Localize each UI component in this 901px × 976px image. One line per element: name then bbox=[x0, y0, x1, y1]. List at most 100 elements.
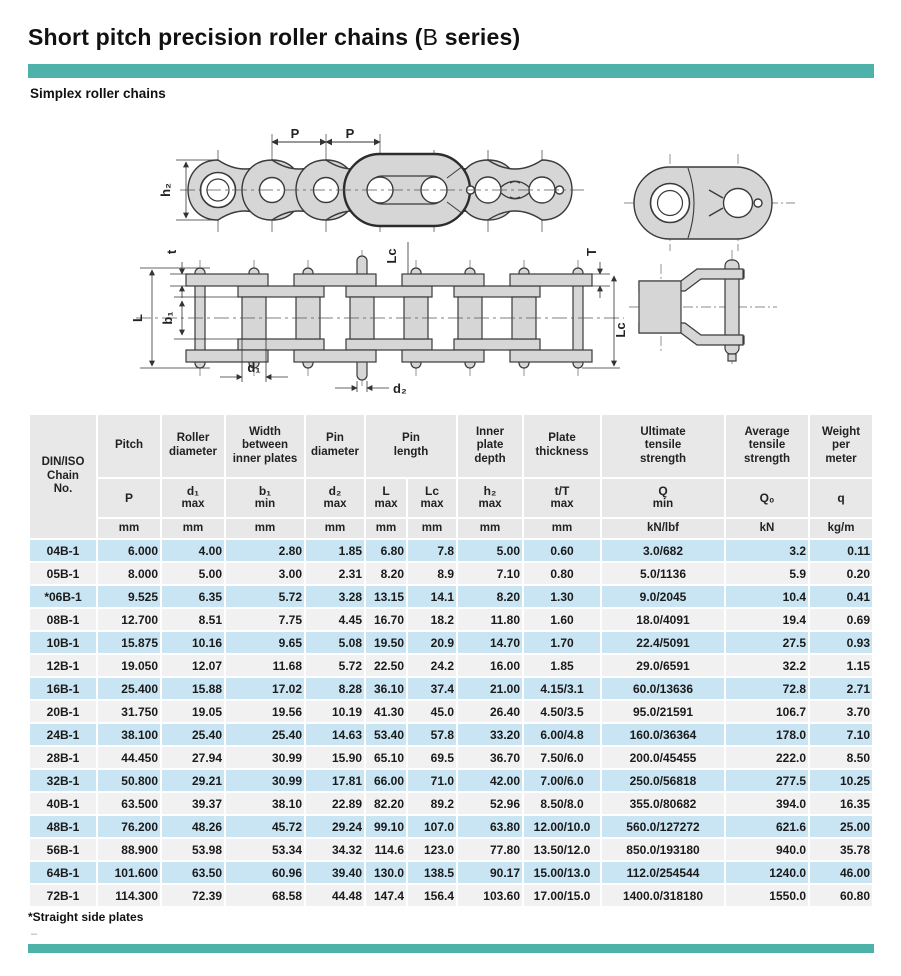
cell-width-between-plates: 25.40 bbox=[226, 724, 304, 745]
cell-pin-diameter: 14.63 bbox=[306, 724, 364, 745]
col-header-width-between-plates: Width between inner plates bbox=[226, 415, 304, 477]
cell-pin-length-l: 19.50 bbox=[366, 632, 406, 653]
table-row: 04B-1 6.000 4.00 2.80 1.85 6.80 7.8 5.00… bbox=[30, 540, 872, 561]
spec-table-body: 04B-1 6.000 4.00 2.80 1.85 6.80 7.8 5.00… bbox=[30, 540, 872, 906]
cell-average-tensile: 277.5 bbox=[726, 770, 808, 791]
cell-pitch: 114.300 bbox=[98, 885, 160, 906]
cell-pin-diameter: 5.72 bbox=[306, 655, 364, 676]
unit-weight: kg/m bbox=[810, 519, 872, 538]
dim-label-lc-top: Lc bbox=[384, 248, 399, 263]
cell-inner-plate-depth: 90.17 bbox=[458, 862, 522, 883]
cell-inner-plate-depth: 52.96 bbox=[458, 793, 522, 814]
cell-pin-diameter: 29.24 bbox=[306, 816, 364, 837]
dim-label-t: t bbox=[164, 249, 179, 254]
cell-plate-thickness: 0.80 bbox=[524, 563, 600, 584]
cell-weight: 3.70 bbox=[810, 701, 872, 722]
unit-inner-depth: mm bbox=[458, 519, 522, 538]
cell-ultimate-tensile: 3.0/682 bbox=[602, 540, 724, 561]
cell-ultimate-tensile: 22.4/5091 bbox=[602, 632, 724, 653]
cell-pin-length-lc: 156.4 bbox=[408, 885, 456, 906]
cell-roller-diameter: 29.21 bbox=[162, 770, 224, 791]
cell-pin-length-lc: 138.5 bbox=[408, 862, 456, 883]
sym-roller: d₁ max bbox=[162, 479, 224, 517]
sym-weight: q bbox=[810, 479, 872, 517]
cell-pin-length-l: 16.70 bbox=[366, 609, 406, 630]
page-title: Short pitch precision roller chains (B s… bbox=[28, 24, 520, 51]
cell-pitch: 9.525 bbox=[98, 586, 160, 607]
cell-ultimate-tensile: 18.0/4091 bbox=[602, 609, 724, 630]
cell-plate-thickness: 6.00/4.8 bbox=[524, 724, 600, 745]
cell-average-tensile: 1240.0 bbox=[726, 862, 808, 883]
cell-chain-no: 10B-1 bbox=[30, 632, 96, 653]
cell-roller-diameter: 72.39 bbox=[162, 885, 224, 906]
table-row: 56B-1 88.900 53.98 53.34 34.32 114.6 123… bbox=[30, 839, 872, 860]
col-header-weight: Weight per meter bbox=[810, 415, 872, 477]
cell-inner-plate-depth: 103.60 bbox=[458, 885, 522, 906]
cell-width-between-plates: 11.68 bbox=[226, 655, 304, 676]
cell-pitch: 50.800 bbox=[98, 770, 160, 791]
cell-pin-length-lc: 69.5 bbox=[408, 747, 456, 768]
col-header-ultimate-tensile: Ultimate tensile strength bbox=[602, 415, 724, 477]
cell-weight: 0.11 bbox=[810, 540, 872, 561]
cell-plate-thickness: 13.50/12.0 bbox=[524, 839, 600, 860]
cell-pin-length-l: 82.20 bbox=[366, 793, 406, 814]
cell-weight: 35.78 bbox=[810, 839, 872, 860]
sym-pin-diameter: d₂ max bbox=[306, 479, 364, 517]
sym-plate-thickness: t/T max bbox=[524, 479, 600, 517]
cell-pitch: 19.050 bbox=[98, 655, 160, 676]
col-header-inner-plate-depth: Inner plate depth bbox=[458, 415, 522, 477]
cell-pin-length-l: 99.10 bbox=[366, 816, 406, 837]
table-row: 72B-1 114.300 72.39 68.58 44.48 147.4 15… bbox=[30, 885, 872, 906]
accent-bar-bottom bbox=[28, 944, 874, 953]
tiny-dash-mark: – bbox=[31, 928, 38, 940]
cell-pin-diameter: 39.40 bbox=[306, 862, 364, 883]
cell-plate-thickness: 8.50/8.0 bbox=[524, 793, 600, 814]
cell-plate-thickness: 1.30 bbox=[524, 586, 600, 607]
unit-pin-length-lc: mm bbox=[408, 519, 456, 538]
cell-pin-length-lc: 57.8 bbox=[408, 724, 456, 745]
cell-width-between-plates: 30.99 bbox=[226, 770, 304, 791]
cell-width-between-plates: 5.72 bbox=[226, 586, 304, 607]
cell-chain-no: 04B-1 bbox=[30, 540, 96, 561]
cell-chain-no: 56B-1 bbox=[30, 839, 96, 860]
cell-pin-diameter: 15.90 bbox=[306, 747, 364, 768]
cell-roller-diameter: 19.05 bbox=[162, 701, 224, 722]
cell-chain-no: 40B-1 bbox=[30, 793, 96, 814]
cell-weight: 1.15 bbox=[810, 655, 872, 676]
table-row: 40B-1 63.500 39.37 38.10 22.89 82.20 89.… bbox=[30, 793, 872, 814]
cell-roller-diameter: 39.37 bbox=[162, 793, 224, 814]
cell-pin-length-l: 147.4 bbox=[366, 885, 406, 906]
dim-label-pitch-2: P bbox=[346, 126, 355, 141]
cell-pin-length-lc: 20.9 bbox=[408, 632, 456, 653]
unit-roller: mm bbox=[162, 519, 224, 538]
cell-ultimate-tensile: 355.0/80682 bbox=[602, 793, 724, 814]
cell-ultimate-tensile: 1400.0/318180 bbox=[602, 885, 724, 906]
cell-inner-plate-depth: 7.10 bbox=[458, 563, 522, 584]
cell-pin-length-l: 22.50 bbox=[366, 655, 406, 676]
unit-average: kN bbox=[726, 519, 808, 538]
cell-plate-thickness: 17.00/15.0 bbox=[524, 885, 600, 906]
footnote: *Straight side plates bbox=[28, 910, 144, 924]
col-header-average-tensile: Average tensile strength bbox=[726, 415, 808, 477]
table-row: 64B-1 101.600 63.50 60.96 39.40 130.0 13… bbox=[30, 862, 872, 883]
dim-label-L: L bbox=[130, 314, 145, 322]
cell-width-between-plates: 19.56 bbox=[226, 701, 304, 722]
cell-width-between-plates: 7.75 bbox=[226, 609, 304, 630]
cell-roller-diameter: 15.88 bbox=[162, 678, 224, 699]
table-row: 08B-1 12.700 8.51 7.75 4.45 16.70 18.2 1… bbox=[30, 609, 872, 630]
page-title-prefix: Short pitch precision roller chains ( bbox=[28, 24, 423, 50]
cell-pin-diameter: 44.48 bbox=[306, 885, 364, 906]
table-row: 05B-1 8.000 5.00 3.00 2.31 8.20 8.9 7.10… bbox=[30, 563, 872, 584]
cell-inner-plate-depth: 36.70 bbox=[458, 747, 522, 768]
cell-pitch: 44.450 bbox=[98, 747, 160, 768]
cell-pin-length-lc: 18.2 bbox=[408, 609, 456, 630]
cell-average-tensile: 106.7 bbox=[726, 701, 808, 722]
col-header-pitch: Pitch bbox=[98, 415, 160, 477]
dim-label-h2: h₂ bbox=[158, 183, 173, 197]
cell-ultimate-tensile: 850.0/193180 bbox=[602, 839, 724, 860]
cell-width-between-plates: 60.96 bbox=[226, 862, 304, 883]
cell-plate-thickness: 1.60 bbox=[524, 609, 600, 630]
cell-pitch: 76.200 bbox=[98, 816, 160, 837]
chain-side-view-diagram: P P h₂ bbox=[158, 126, 584, 232]
cell-average-tensile: 27.5 bbox=[726, 632, 808, 653]
